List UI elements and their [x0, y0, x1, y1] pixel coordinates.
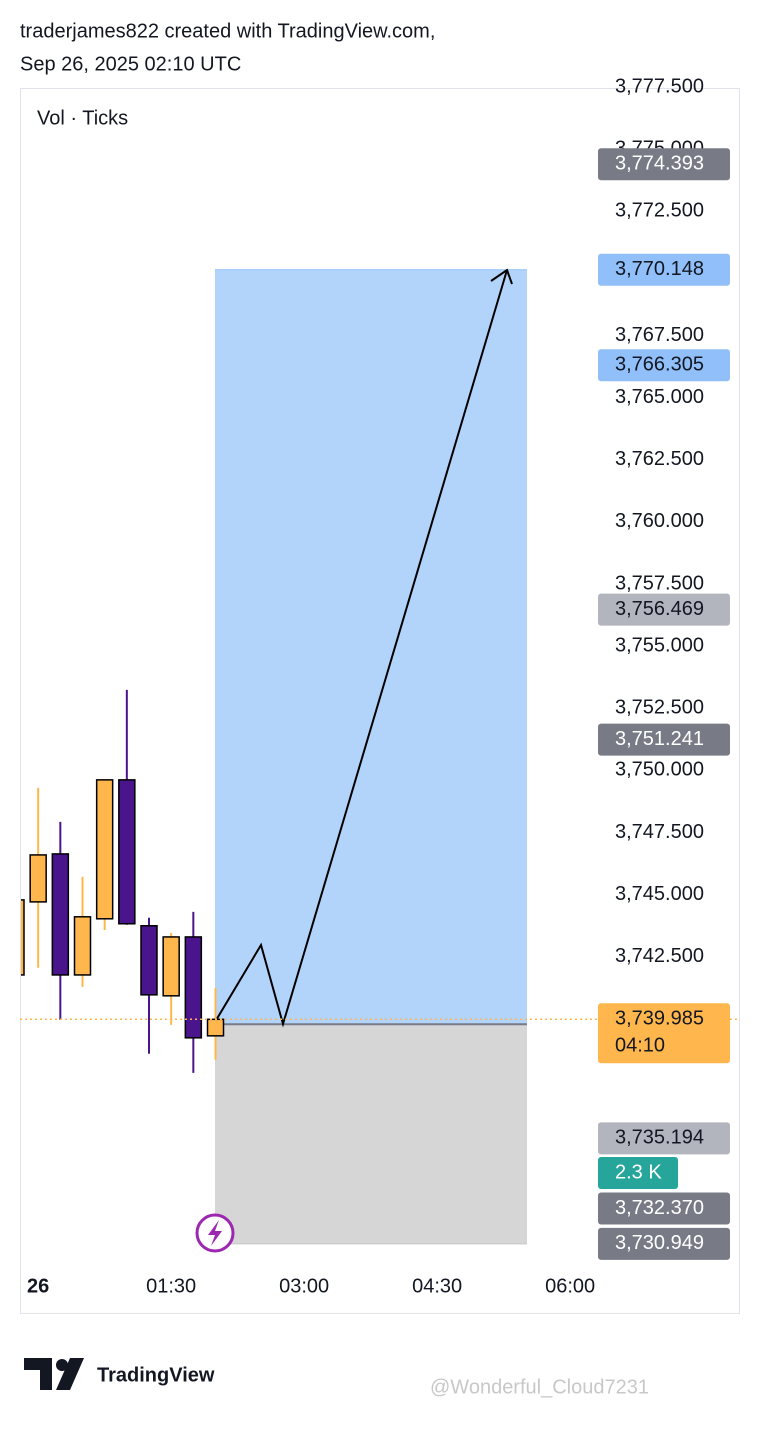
- y-tick-label: 3,745.000: [615, 883, 704, 905]
- candle-body: [206, 1018, 225, 1037]
- y-tick-label: 3,762.500: [615, 448, 704, 470]
- y-tick-label: 3,755.000: [615, 634, 704, 656]
- countdown-label: 04:10: [615, 1035, 665, 1057]
- header-line: traderjames822 created with TradingView.…: [20, 20, 435, 42]
- logo: TradingView: [24, 1358, 215, 1390]
- volume-tag-label: 2.3 K: [615, 1161, 662, 1183]
- candle-body: [95, 779, 114, 920]
- y-tick-label: 3,760.000: [615, 510, 704, 532]
- price-tag-label: 3,730.949: [615, 1232, 704, 1254]
- price-tag: [598, 723, 730, 756]
- price-tag: [598, 1227, 730, 1260]
- candle-body: [140, 924, 158, 996]
- candles: [21, 689, 225, 1073]
- watermark: @Wonderful_Cloud7231: [430, 1376, 649, 1398]
- alert-icon: [195, 1213, 235, 1253]
- loss-zone: [215, 1024, 527, 1244]
- y-tick-label: 3,750.000: [615, 759, 704, 781]
- position-tool: [215, 269, 527, 1245]
- drawn-arrow: [214, 269, 508, 1028]
- y-tick-label: 3,767.500: [615, 324, 704, 346]
- price-tag-label: 3,774.393: [615, 152, 704, 174]
- arrow-head: [490, 268, 513, 285]
- last-price-label: 3,739.985: [615, 1008, 704, 1030]
- price-tag-label: 3,770.148: [615, 258, 704, 280]
- y-tick-label: 3,777.500: [615, 75, 704, 97]
- x-tick-label: 04:30: [412, 1275, 462, 1297]
- y-tick-label: 3,765.000: [615, 386, 704, 408]
- candle-body: [118, 779, 136, 925]
- profit-zone: [215, 269, 527, 1025]
- candle-body: [162, 936, 180, 997]
- price-tag: [598, 253, 730, 286]
- last-price-tag: [598, 1003, 730, 1064]
- price-tag: [598, 148, 730, 181]
- x-tick-label: 01:30: [146, 1275, 196, 1297]
- volume-tag: [598, 1157, 678, 1189]
- candle-body: [51, 853, 70, 976]
- price-tag-label: 3,751.241: [615, 728, 704, 750]
- legend-label: Vol · Ticks: [37, 107, 128, 129]
- price-tag: [598, 349, 730, 382]
- x-tick-label: 03:00: [279, 1275, 329, 1297]
- price-tag: [598, 1122, 730, 1155]
- price-tag: [598, 1192, 730, 1225]
- candle-body: [184, 936, 203, 1039]
- candle-body: [29, 854, 47, 903]
- y-tick-label: 3,747.500: [615, 821, 704, 843]
- y-tick-label: 3,772.500: [615, 200, 704, 222]
- x-tick-label: 26: [27, 1275, 49, 1297]
- candle-body: [21, 899, 25, 976]
- price-tag: [598, 593, 730, 626]
- price-tag-label: 3,766.305: [615, 353, 704, 375]
- x-tick-label: 06:00: [545, 1275, 595, 1297]
- price-tag-label: 3,735.194: [615, 1127, 704, 1149]
- header-line: Sep 26, 2025 02:10 UTC: [20, 53, 241, 75]
- y-tick-label: 3,742.500: [615, 945, 704, 967]
- candle-body: [73, 916, 92, 976]
- price-tag-label: 3,732.370: [615, 1197, 704, 1219]
- price-tag-label: 3,756.469: [615, 598, 704, 620]
- logo-text: TradingView: [97, 1364, 215, 1386]
- chart-frame: [20, 88, 740, 1314]
- y-tick-label: 3,752.500: [615, 697, 704, 719]
- y-tick-label: 3,757.500: [615, 572, 704, 594]
